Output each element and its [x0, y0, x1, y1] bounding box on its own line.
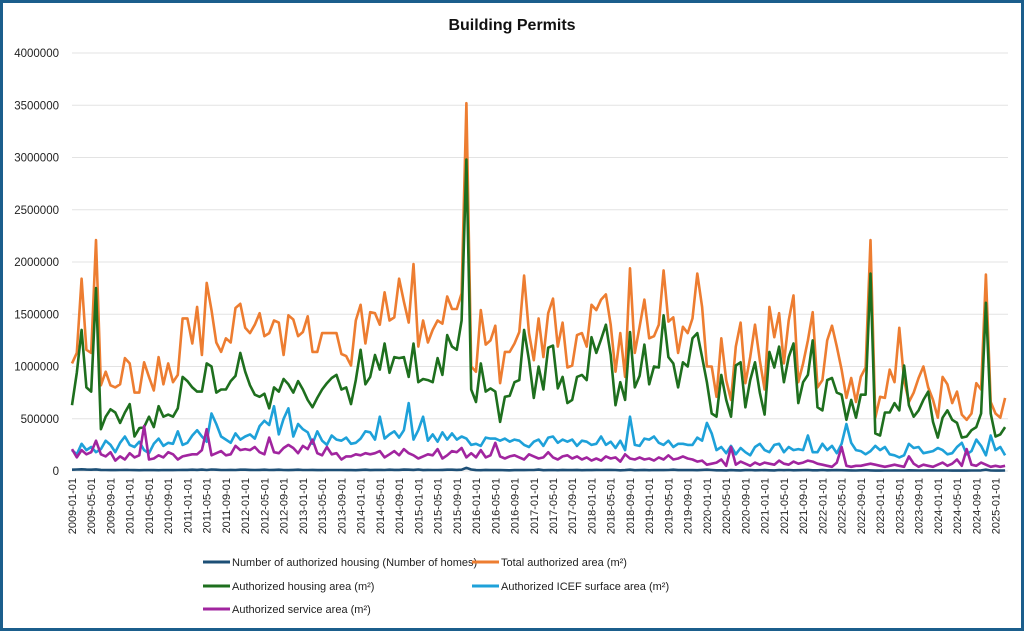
y-axis-tick-labels: 0 500000 1000000 1500000 2000000 2500000 30000…: [14, 48, 59, 478]
x-tick-label: 2024-09-01: [971, 478, 983, 534]
x-tick-label: 2024-01-01: [933, 478, 945, 534]
x-tick-label: 2023-05-01: [894, 478, 906, 534]
y-tick-label: 1000000: [14, 362, 59, 374]
x-tick-label: 2018-09-01: [625, 478, 637, 534]
x-tick-label: 2023-09-01: [914, 478, 926, 534]
legend-label: Total authorized area (m²): [501, 557, 627, 569]
x-tick-label: 2016-09-01: [510, 478, 522, 534]
series-line-total-area: [70, 101, 1007, 422]
x-tick-label: 2015-05-01: [433, 478, 445, 534]
x-tick-label: 2011-05-01: [202, 478, 214, 533]
y-tick-label: 3000000: [14, 153, 59, 165]
legend-number-of-homes: Number of authorized housing (Number of …: [203, 557, 477, 569]
x-tick-label: 2021-05-01: [779, 478, 791, 534]
x-tick-label: 2020-09-01: [740, 478, 752, 534]
x-tick-label: 2021-09-01: [798, 478, 810, 534]
x-tick-label: 2017-05-01: [548, 478, 560, 534]
legend-label: Number of authorized housing (Number of …: [232, 557, 477, 569]
x-tick-label: 2013-01-01: [298, 478, 310, 534]
y-tick-label: 4000000: [14, 48, 59, 60]
x-tick-label: 2010-09-01: [163, 478, 175, 534]
x-tick-label: 2014-09-01: [394, 478, 406, 534]
legend-label: Authorized housing area (m²): [232, 581, 374, 593]
x-tick-label: 2011-01-01: [182, 478, 194, 533]
x-tick-label: 2018-05-01: [606, 478, 618, 534]
x-axis-tick-labels: 2009-01-01 2009-05-01 2009-09-01 2010-01-01…: [67, 478, 1003, 534]
x-tick-label: 2017-09-01: [567, 478, 579, 534]
y-tick-label: 1500000: [14, 309, 59, 321]
x-tick-label: 2014-05-01: [375, 478, 387, 534]
x-tick-label: 2019-09-01: [683, 478, 695, 534]
x-tick-label: 2020-01-01: [702, 478, 714, 534]
x-tick-label: 2010-01-01: [125, 478, 137, 534]
series-line-icef-area: [71, 401, 1007, 459]
y-tick-label: 500000: [21, 414, 59, 426]
x-tick-label: 2014-01-01: [356, 478, 368, 534]
x-tick-label: 2022-05-01: [837, 478, 849, 534]
x-tick-label: 2011-09-01: [221, 478, 233, 533]
x-tick-label: 2013-09-01: [336, 478, 348, 534]
x-tick-label: 2015-01-01: [413, 478, 425, 534]
x-tick-label: 2013-05-01: [317, 478, 329, 534]
legend-total-area: Total authorized area (m²): [472, 557, 627, 569]
series-line-number-of-homes: [71, 466, 1006, 472]
x-tick-label: 2016-05-01: [490, 478, 502, 534]
x-tick-label: 2022-09-01: [856, 478, 868, 534]
x-tick-label: 2016-01-01: [471, 478, 483, 534]
legend-housing-area: Authorized housing area (m²): [203, 581, 374, 593]
y-tick-label: 0: [53, 466, 59, 478]
legend-icef-area: Authorized ICEF surface area (m²): [472, 581, 669, 593]
gridlines: [72, 52, 1008, 472]
x-tick-label: 2019-05-01: [663, 478, 675, 534]
chart-title: Building Permits: [448, 17, 575, 34]
x-tick-label: 2025-01-01: [991, 478, 1003, 534]
legend: Number of authorized housing (Number of …: [203, 557, 669, 616]
x-tick-label: 2010-05-01: [144, 478, 156, 534]
series-line-housing-area: [70, 158, 1007, 439]
x-tick-label: 2023-01-01: [875, 478, 887, 534]
y-tick-label: 2500000: [14, 205, 59, 217]
series-line-service-area: [70, 424, 1006, 469]
x-tick-label: 2017-01-01: [529, 478, 541, 534]
building-permits-chart: Building Permits 0 500000 1000000 1500000 20…: [14, 17, 1008, 616]
x-tick-label: 2020-05-01: [721, 478, 733, 534]
legend-label: Authorized ICEF surface area (m²): [501, 581, 669, 593]
x-tick-label: 2022-01-01: [817, 478, 829, 534]
x-tick-label: 2012-09-01: [279, 478, 291, 534]
legend-service-area: Authorized service area (m²): [203, 604, 371, 616]
x-tick-label: 2012-05-01: [259, 478, 271, 534]
x-tick-label: 2019-01-01: [644, 478, 656, 534]
x-tick-label: 2009-09-01: [105, 478, 117, 534]
series-lines: [70, 101, 1007, 472]
legend-label: Authorized service area (m²): [232, 604, 371, 616]
y-tick-label: 2000000: [14, 257, 59, 269]
y-tick-label: 3500000: [14, 100, 59, 112]
x-tick-label: 2015-09-01: [452, 478, 464, 534]
x-tick-label: 2009-01-01: [67, 478, 79, 534]
x-tick-label: 2018-01-01: [586, 478, 598, 534]
x-tick-label: 2012-01-01: [240, 478, 252, 534]
x-tick-label: 2009-05-01: [86, 478, 98, 534]
x-tick-label: 2024-05-01: [952, 478, 964, 534]
x-tick-label: 2021-01-01: [760, 478, 772, 534]
